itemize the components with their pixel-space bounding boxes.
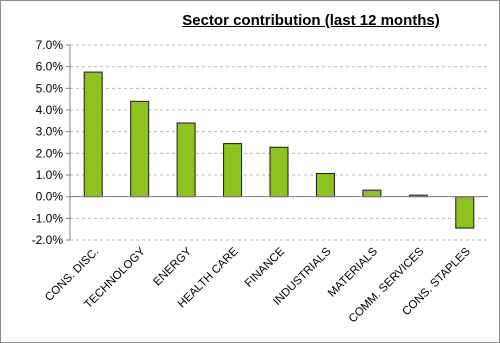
y-tick-label: 4.0% xyxy=(36,103,64,117)
y-tick-label: 2.0% xyxy=(36,146,64,160)
bar xyxy=(130,100,150,198)
y-tick-label: -1.0% xyxy=(32,211,64,225)
bar xyxy=(223,143,243,198)
y-tick-label: -2.0% xyxy=(32,233,64,247)
y-tick-label: 6.0% xyxy=(36,60,64,74)
bar xyxy=(83,71,103,198)
bar xyxy=(315,172,335,198)
bar xyxy=(269,146,289,198)
y-tick-label: 1.0% xyxy=(36,168,64,182)
bar xyxy=(176,122,196,198)
bar xyxy=(455,196,475,229)
y-tick-label: 3.0% xyxy=(36,125,64,139)
bar xyxy=(362,189,382,198)
category-label: FINANCE xyxy=(243,245,287,289)
y-tick-label: 5.0% xyxy=(36,81,64,95)
category-label: ENERGY xyxy=(151,245,194,288)
y-tick-label: 0.0% xyxy=(36,190,64,204)
chart-title: Sector contribution (last 12 months) xyxy=(182,12,440,29)
y-tick-label: 7.0% xyxy=(36,38,64,52)
